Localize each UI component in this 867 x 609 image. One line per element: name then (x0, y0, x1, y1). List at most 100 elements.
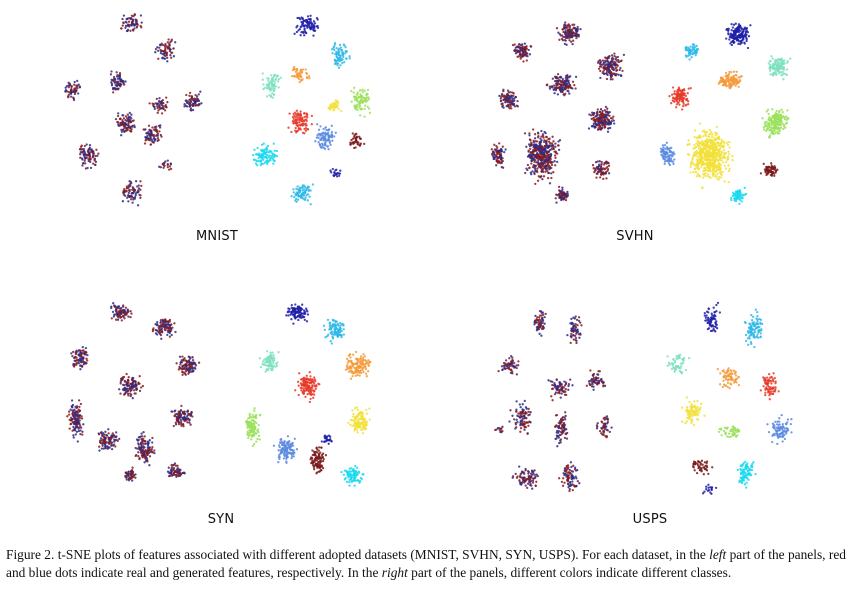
class-dot (785, 121, 789, 124)
feature-dot (145, 138, 148, 141)
class-dot (709, 156, 713, 159)
feature-dot (166, 101, 169, 104)
class-dot (745, 36, 748, 40)
feature-dot (602, 72, 606, 76)
feature-dot (133, 389, 136, 392)
class-dot (772, 62, 775, 66)
feature-dot (559, 75, 562, 79)
feature-dot (545, 135, 548, 139)
class-dot (772, 132, 775, 136)
feature-dot (164, 42, 167, 46)
class-dot (769, 134, 772, 137)
feature-dot (163, 320, 167, 324)
class-dot (708, 135, 711, 138)
feature-dot (124, 119, 127, 122)
feature-dot (543, 130, 546, 134)
feature-dot (191, 415, 194, 418)
feature-dot (187, 372, 190, 375)
feature-dot (148, 102, 151, 105)
feature-dot (73, 363, 76, 366)
feature-dot (607, 164, 611, 167)
class-dot (722, 144, 725, 147)
class-dot (322, 146, 325, 149)
feature-dot (561, 39, 565, 42)
class-dot (665, 141, 668, 144)
feature-dot (592, 122, 595, 125)
class-dot (302, 31, 305, 35)
feature-dot (498, 156, 501, 159)
feature-dot (194, 367, 197, 370)
class-dot (703, 169, 707, 172)
feature-dot (607, 127, 610, 130)
feature-dot (607, 55, 610, 58)
feature-dot (521, 49, 524, 53)
feature-dot (540, 175, 543, 178)
feature-dot (545, 142, 548, 146)
feature-dot (73, 83, 76, 86)
class-dot (263, 86, 266, 89)
feature-dot (125, 372, 128, 376)
feature-dot (550, 142, 554, 145)
feature-dot (169, 48, 172, 51)
feature-dot (599, 69, 602, 73)
class-dot (356, 91, 359, 94)
feature-dot (117, 316, 120, 319)
feature-dot (124, 24, 128, 28)
class-dot (316, 18, 319, 21)
feature-dot (605, 77, 609, 81)
class-dot (728, 146, 731, 149)
class-dot (730, 70, 733, 74)
class-dot (287, 126, 290, 129)
feature-dot (166, 163, 169, 167)
feature-dot (151, 126, 154, 129)
class-dot (717, 151, 720, 154)
feature-dot (161, 43, 165, 47)
feature-dot (555, 86, 558, 90)
feature-dot (191, 98, 194, 101)
feature-dot (507, 91, 510, 94)
feature-dot (162, 49, 166, 53)
class-dot (360, 108, 363, 111)
feature-dot (130, 24, 133, 27)
feature-dot (115, 71, 118, 74)
class-dot (679, 90, 683, 93)
feature-dot (162, 104, 165, 108)
feature-dot (594, 169, 597, 172)
feature-dot (180, 421, 183, 424)
class-dot (669, 150, 673, 154)
class-dot (298, 186, 301, 189)
class-dot (277, 86, 280, 89)
class-dot (738, 40, 741, 43)
class-dot (775, 72, 778, 75)
class-dot (720, 173, 723, 176)
class-dot (770, 55, 773, 58)
feature-dot (134, 180, 138, 183)
class-dot (717, 178, 721, 181)
feature-dot (111, 310, 115, 314)
class-dot (305, 194, 308, 197)
class-dot (741, 193, 744, 196)
feature-dot (565, 43, 568, 46)
feature-dot (556, 77, 559, 80)
class-dot (259, 153, 263, 157)
class-dot (268, 81, 271, 84)
class-dot (663, 162, 666, 166)
class-dot (720, 76, 723, 80)
class-dot (689, 87, 692, 90)
feature-dot (540, 129, 543, 133)
feature-dot (152, 327, 155, 330)
feature-dot (156, 321, 159, 324)
feature-dot (185, 360, 188, 363)
class-dot (305, 72, 309, 76)
feature-dot (621, 69, 624, 73)
class-dot (709, 176, 712, 179)
class-dot (334, 131, 337, 134)
class-dot (700, 162, 703, 165)
feature-dot (494, 148, 498, 151)
feature-dot (127, 24, 130, 27)
class-dot (677, 101, 680, 104)
class-dot (265, 87, 269, 90)
class-dot (716, 159, 719, 162)
feature-dot (528, 132, 531, 135)
feature-dot (159, 133, 162, 137)
